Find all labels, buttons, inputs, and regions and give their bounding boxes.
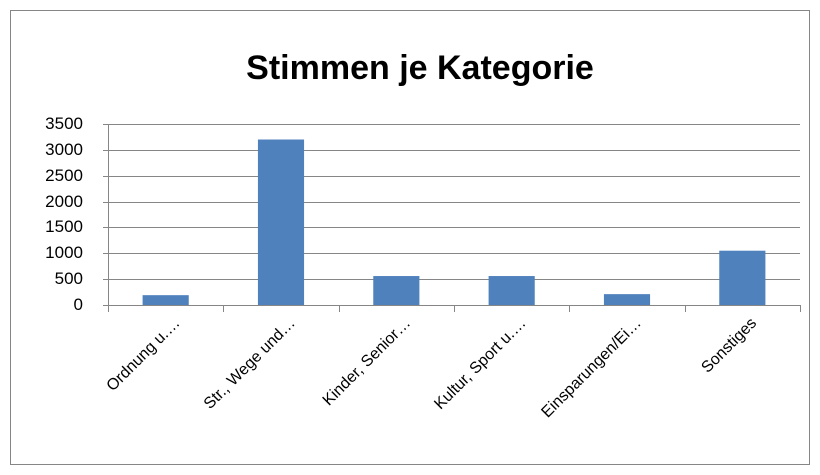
bar bbox=[373, 276, 420, 305]
chart-border bbox=[10, 10, 810, 465]
chart-title: Stimmen je Kategorie bbox=[246, 49, 594, 87]
bar bbox=[257, 139, 305, 305]
y-tick-label: 3000 bbox=[45, 140, 83, 159]
y-tick-label: 1000 bbox=[45, 243, 83, 262]
y-tick-label: 500 bbox=[55, 269, 83, 288]
y-tick-label: 2500 bbox=[45, 166, 83, 185]
y-tick-label: 2000 bbox=[45, 192, 83, 211]
y-tick-label: 0 bbox=[74, 295, 83, 314]
bar bbox=[142, 295, 189, 305]
y-tick-label: 3500 bbox=[45, 114, 83, 133]
bar bbox=[488, 276, 535, 305]
bar bbox=[603, 294, 651, 305]
y-tick-label: 1500 bbox=[45, 217, 83, 236]
bar bbox=[719, 250, 766, 305]
